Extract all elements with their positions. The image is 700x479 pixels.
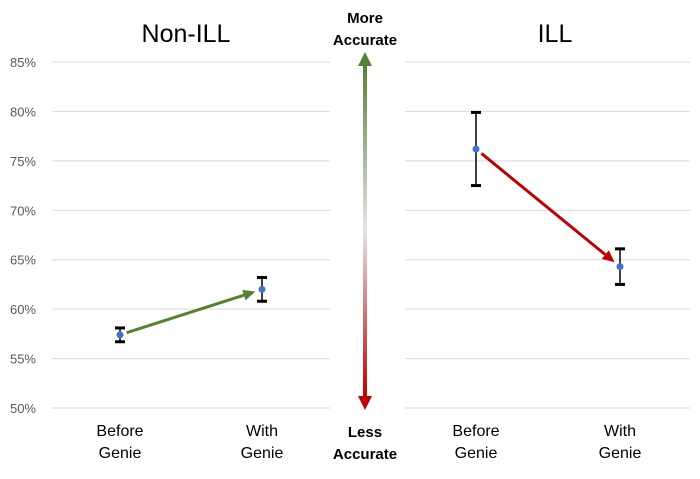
non-ill-x-tick-label: Before Genie [96, 423, 143, 462]
ill-data-point [616, 263, 624, 271]
accuracy-indicator: More Accurate Less Accurate [333, 10, 397, 463]
ill-x-tick-label: With Genie [599, 423, 642, 462]
less-accurate-label-line2: Accurate [333, 446, 397, 463]
non-ill-trend-arrow-line [126, 293, 245, 335]
y-tick-label: 85% [10, 55, 36, 70]
non-ill-x-tick-label: With Genie [241, 423, 284, 462]
accuracy-arrowhead-down [358, 396, 372, 410]
ill-data-point [472, 145, 480, 153]
ill-x-tick-label: Before Genie [452, 423, 499, 462]
accuracy-gradient-shaft [363, 64, 367, 396]
y-tick-label: 80% [10, 104, 36, 119]
non-ill-panel: Before Genie With Genie [96, 276, 284, 462]
more-accurate-label-line1: More [347, 10, 383, 27]
y-tick-label: 65% [10, 253, 36, 268]
y-tick-label: 55% [10, 352, 36, 367]
ill-trend-arrowhead [601, 250, 615, 263]
less-accurate-label-line1: Less [348, 424, 382, 441]
ill-panel: Before Genie With Genie [452, 110, 642, 462]
ill-trend-arrow-line [480, 152, 607, 256]
non-ill-trend-arrowhead [242, 289, 256, 301]
right-panel-gridlines [405, 61, 690, 409]
left-panel-title: Non-ILL [142, 20, 231, 48]
right-panel-title: ILL [538, 20, 573, 48]
non-ill-data-point [116, 331, 124, 339]
y-tick-label: 75% [10, 154, 36, 169]
y-tick-label: 50% [10, 401, 36, 416]
y-tick-label: 70% [10, 203, 36, 218]
non-ill-data-point [258, 285, 266, 293]
left-panel-gridlines [52, 61, 330, 409]
y-tick-label: 60% [10, 302, 36, 317]
more-accurate-label-line2: Accurate [333, 32, 397, 49]
accuracy-arrowhead-up [358, 52, 372, 66]
y-tick-labels: 50% 55% 60% 65% 70% 75% 80% 85% [10, 55, 36, 416]
